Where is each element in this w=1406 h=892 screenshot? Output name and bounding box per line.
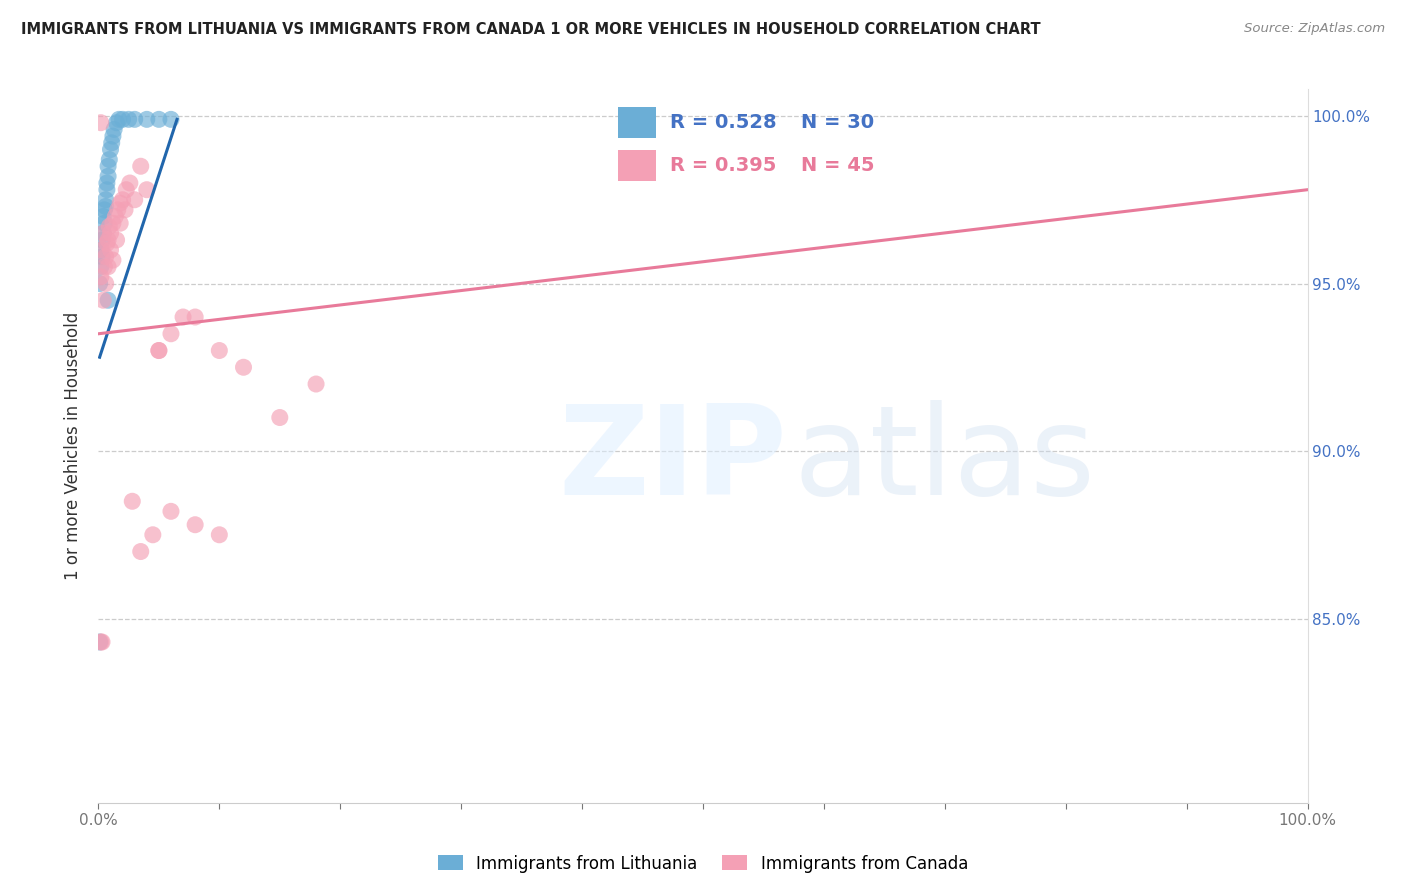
Point	[160, 112, 183, 127]
Point	[105, 116, 128, 130]
Point	[135, 112, 157, 127]
Point	[305, 377, 328, 392]
Point	[135, 183, 157, 197]
Point	[94, 250, 117, 264]
Point	[111, 193, 134, 207]
Point	[93, 260, 115, 274]
Point	[114, 202, 136, 217]
Point	[93, 202, 115, 217]
Point	[142, 528, 165, 542]
Point	[97, 293, 120, 308]
Point	[107, 202, 129, 217]
Point	[160, 504, 183, 518]
Point	[184, 517, 207, 532]
Text: IMMIGRANTS FROM LITHUANIA VS IMMIGRANTS FROM CANADA 1 OR MORE VEHICLES IN HOUSEH: IMMIGRANTS FROM LITHUANIA VS IMMIGRANTS …	[21, 22, 1040, 37]
Point	[91, 243, 114, 257]
Legend: Immigrants from Lithuania, Immigrants from Canada: Immigrants from Lithuania, Immigrants fr…	[432, 848, 974, 880]
Point	[148, 343, 170, 358]
Point	[108, 196, 131, 211]
Point	[90, 635, 112, 649]
Point	[100, 227, 122, 241]
Point	[93, 216, 115, 230]
Point	[101, 216, 124, 230]
Point	[91, 227, 114, 241]
Point	[100, 243, 122, 257]
Point	[115, 183, 138, 197]
Point	[101, 253, 124, 268]
Point	[129, 159, 152, 173]
Point	[97, 260, 120, 274]
Point	[124, 112, 146, 127]
Point	[96, 183, 118, 197]
Point	[96, 236, 118, 251]
Point	[100, 136, 122, 150]
Point	[124, 193, 146, 207]
Text: Source: ZipAtlas.com: Source: ZipAtlas.com	[1244, 22, 1385, 36]
Point	[105, 233, 128, 247]
Y-axis label: 1 or more Vehicles in Household: 1 or more Vehicles in Household	[65, 312, 83, 580]
Point	[184, 310, 207, 324]
Point	[160, 326, 183, 341]
Point	[91, 210, 114, 224]
Point	[111, 112, 134, 127]
Point	[108, 216, 131, 230]
Point	[172, 310, 194, 324]
Point	[90, 260, 112, 274]
Point	[97, 159, 120, 173]
Point	[129, 544, 152, 558]
Point	[148, 343, 170, 358]
Point	[91, 227, 114, 241]
Point	[232, 360, 254, 375]
Point	[91, 293, 114, 308]
Point	[90, 116, 112, 130]
Text: ZIP: ZIP	[558, 400, 786, 521]
Point	[90, 243, 112, 257]
Point	[97, 169, 120, 184]
Point	[98, 153, 121, 167]
Point	[91, 250, 114, 264]
Point	[121, 494, 143, 508]
Point	[104, 210, 127, 224]
Point	[108, 112, 131, 127]
Point	[103, 122, 125, 136]
Point	[97, 233, 120, 247]
Point	[91, 233, 114, 247]
Point	[96, 176, 118, 190]
Point	[91, 635, 114, 649]
Point	[94, 193, 117, 207]
Point	[118, 176, 141, 190]
Point	[208, 528, 231, 542]
Point	[100, 143, 122, 157]
Point	[101, 129, 124, 144]
Point	[98, 219, 121, 234]
Point	[89, 635, 111, 649]
Point	[208, 343, 231, 358]
Point	[118, 112, 141, 127]
Point	[94, 277, 117, 291]
Point	[89, 277, 111, 291]
Point	[90, 269, 112, 284]
Point	[148, 112, 170, 127]
Point	[269, 410, 291, 425]
Text: atlas: atlas	[793, 400, 1095, 521]
Point	[94, 199, 117, 213]
